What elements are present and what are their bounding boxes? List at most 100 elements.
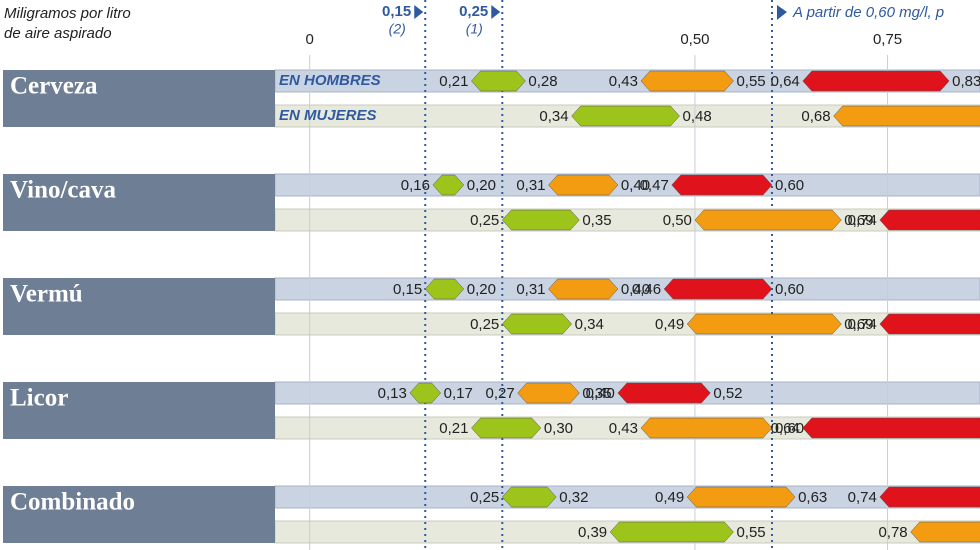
- range-end-label: 0,40: [621, 281, 650, 298]
- range-end-label: 0,60: [775, 177, 804, 194]
- title-line: de aire aspirado: [4, 25, 112, 42]
- range-end-label: 0,60: [775, 420, 804, 437]
- range-end-label: 0,32: [559, 489, 588, 506]
- range-end-label: 0,52: [713, 385, 742, 402]
- range-arrow: [640, 417, 773, 439]
- threshold-note: (2): [389, 21, 406, 37]
- x-tick-label: 0: [306, 31, 314, 48]
- range-start-label: 0,47: [640, 177, 669, 194]
- range-arrow: [694, 209, 842, 231]
- range-end-label: 0,35: [582, 212, 611, 229]
- range-arrow: [686, 313, 842, 335]
- range-end-label: 0,17: [444, 385, 473, 402]
- range-start-label: 0,31: [516, 281, 545, 298]
- range-start-label: 0,74: [848, 316, 877, 333]
- range-start-label: 0,49: [655, 316, 684, 333]
- range-end-label: 0,69: [844, 212, 873, 229]
- range-start-label: 0,49: [655, 489, 684, 506]
- range-arrow: [432, 174, 465, 196]
- row-label: EN MUJERES: [279, 107, 377, 124]
- drink-name: Vermú: [10, 281, 83, 308]
- drink-name: Licor: [10, 385, 68, 412]
- range-arrow: [671, 174, 773, 196]
- drink-box: [3, 278, 275, 335]
- range-start-label: 0,74: [848, 489, 877, 506]
- threshold-note: (1): [466, 21, 483, 37]
- range-end-label: 0,60: [775, 281, 804, 298]
- range-arrow: [802, 417, 980, 439]
- range-start-label: 0,21: [439, 73, 468, 90]
- range-arrow: [471, 417, 542, 439]
- range-arrow: [802, 70, 950, 92]
- range-start-label: 0,78: [878, 524, 907, 541]
- range-start-label: 0,25: [470, 489, 499, 506]
- range-start-label: 0,31: [516, 177, 545, 194]
- range-start-label: 0,43: [609, 420, 638, 437]
- threshold-label: 0,15: [382, 3, 411, 20]
- range-arrow: [640, 70, 734, 92]
- range-end-label: 0,30: [544, 420, 573, 437]
- range-start-label: 0,64: [771, 73, 800, 90]
- drink-box: [3, 70, 275, 127]
- range-start-label: 0,25: [470, 212, 499, 229]
- threshold-arrow: [491, 5, 501, 19]
- range-arrow: [663, 278, 773, 300]
- range-arrow: [501, 209, 580, 231]
- title-line: Miligramos por litro: [4, 5, 131, 22]
- range-arrow: [879, 486, 980, 508]
- range-end-label: 0,55: [736, 73, 765, 90]
- range-start-label: 0,21: [439, 420, 468, 437]
- x-tick-label: 0,75: [873, 31, 902, 48]
- range-end-label: 0,35: [582, 385, 611, 402]
- range-start-label: 0,34: [539, 108, 568, 125]
- drink-name: Vino/cava: [10, 177, 117, 204]
- range-arrow: [548, 278, 619, 300]
- range-arrow: [424, 278, 465, 300]
- range-start-label: 0,15: [393, 281, 422, 298]
- threshold-arrow: [414, 5, 424, 19]
- range-end-label: 0,63: [798, 489, 827, 506]
- range-start-label: 0,43: [609, 73, 638, 90]
- range-arrow: [409, 382, 441, 404]
- range-start-label: 0,25: [470, 316, 499, 333]
- x-tick-label: 0,50: [680, 31, 709, 48]
- range-start-label: 0,64: [771, 420, 800, 437]
- range-start-label: 0,13: [378, 385, 407, 402]
- range-start-label: 0,50: [663, 212, 692, 229]
- range-end-label: 0,55: [736, 524, 765, 541]
- range-arrow: [609, 521, 734, 543]
- threshold-label: A partir de 0,60 mg/l, p: [792, 4, 944, 21]
- range-arrow: [879, 313, 980, 335]
- range-arrow: [686, 486, 796, 508]
- range-start-label: 0,68: [801, 108, 830, 125]
- range-arrow: [501, 486, 557, 508]
- range-arrow: [617, 382, 711, 404]
- range-end-label: 0,48: [683, 108, 712, 125]
- drink-name: Combinado: [10, 489, 135, 516]
- threshold-arrow: [776, 5, 787, 20]
- drink-name: Cerveza: [10, 73, 98, 100]
- range-end-label: 0,83: [952, 73, 980, 90]
- drink-box: [3, 486, 275, 543]
- range-arrow: [833, 105, 980, 127]
- threshold-label: 0,25: [459, 3, 488, 20]
- range-arrow: [471, 70, 526, 92]
- range-arrow: [571, 105, 680, 127]
- range-end-label: 0,20: [467, 177, 496, 194]
- range-end-label: 0,20: [467, 281, 496, 298]
- range-end-label: 0,40: [621, 177, 650, 194]
- range-arrow: [910, 521, 980, 543]
- range-start-label: 0,27: [486, 385, 515, 402]
- range-arrow: [501, 313, 572, 335]
- range-start-label: 0,74: [848, 212, 877, 229]
- range-arrow: [548, 174, 619, 196]
- range-end-label: 0,28: [528, 73, 557, 90]
- drink-box: [3, 382, 275, 439]
- range-arrow: [517, 382, 580, 404]
- range-start-label: 0,40: [586, 385, 615, 402]
- range-start-label: 0,16: [401, 177, 430, 194]
- range-end-label: 0,69: [844, 316, 873, 333]
- drink-box: [3, 174, 275, 231]
- range-arrow: [879, 209, 980, 231]
